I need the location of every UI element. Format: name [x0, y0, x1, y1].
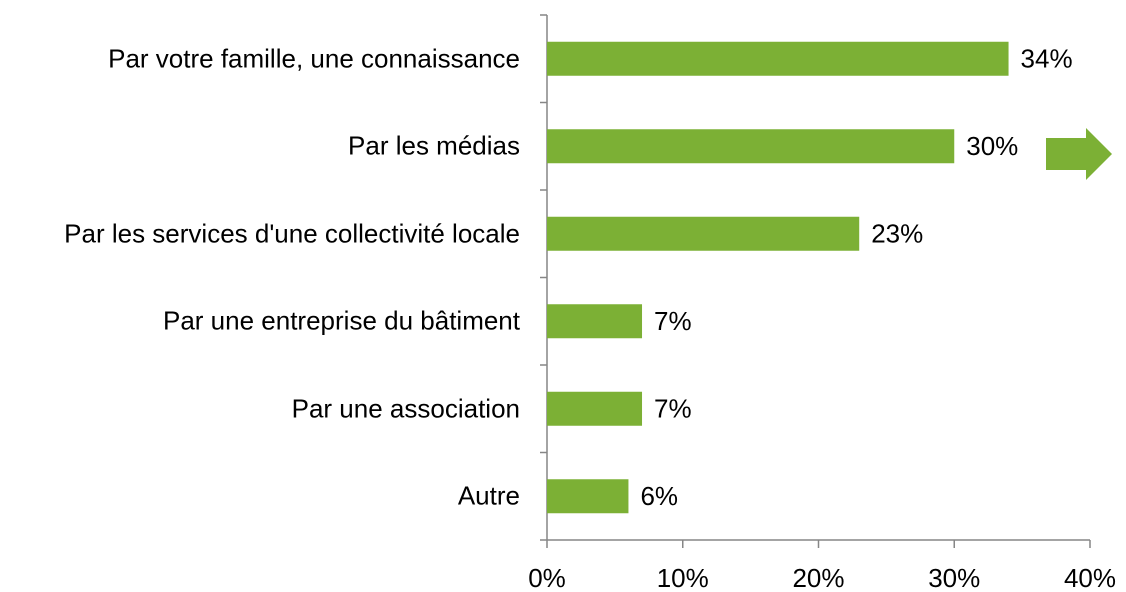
value-label: 34% — [1021, 44, 1073, 74]
arrow-icon — [1046, 128, 1112, 180]
bar — [547, 479, 629, 514]
category-label: Par les médias — [348, 130, 520, 161]
category-label: Par une association — [291, 393, 520, 424]
x-tick-label: 30% — [928, 563, 980, 592]
x-tick-label: 40% — [1064, 563, 1116, 592]
value-label: 7% — [654, 394, 692, 424]
category-label: Par une entreprise du bâtiment — [163, 305, 520, 336]
value-label: 30% — [966, 131, 1018, 161]
bar — [547, 216, 860, 251]
bar — [547, 129, 955, 164]
bar — [547, 391, 643, 426]
category-label: Par les services d'une collectivité loca… — [64, 218, 520, 249]
x-tick-label: 0% — [528, 563, 566, 592]
bar — [547, 304, 643, 339]
value-label: 23% — [871, 219, 923, 249]
x-tick-label: 10% — [657, 563, 709, 592]
category-label: Par votre famille, une connaissance — [108, 43, 520, 74]
value-label: 6% — [640, 481, 678, 511]
bar — [547, 41, 1009, 76]
category-label: Autre — [457, 480, 520, 511]
value-label: 7% — [654, 306, 692, 336]
x-tick-label: 20% — [792, 563, 844, 592]
